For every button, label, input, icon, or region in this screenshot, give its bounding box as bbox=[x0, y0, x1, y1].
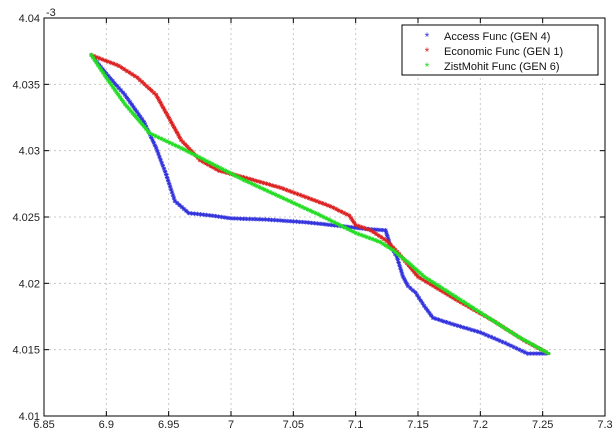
legend-marker-0: * bbox=[425, 30, 430, 44]
data-point bbox=[547, 352, 550, 355]
legend-marker-1: * bbox=[425, 45, 430, 59]
x-tick-label: 7.05 bbox=[283, 419, 304, 431]
x-tick-label: 7.3 bbox=[597, 419, 612, 431]
x-tick-label: 7.1 bbox=[348, 419, 363, 431]
x-tick-label: 7.2 bbox=[473, 419, 488, 431]
legend: * Access Func (GEN 4) * Economic Func (G… bbox=[402, 25, 598, 75]
x-tick-label: 6.95 bbox=[158, 419, 179, 431]
legend-entry: * ZistMohit Func (GEN 6) bbox=[425, 60, 560, 74]
y-tick-label: 4.015 bbox=[12, 345, 40, 357]
y-tick-label: 4.01 bbox=[19, 411, 40, 423]
legend-label-0: Access Func (GEN 4) bbox=[444, 31, 550, 43]
y-tick-label: 4.035 bbox=[12, 79, 40, 91]
y-tick-label: 4.04 bbox=[19, 13, 40, 25]
y-tick-label: 4.025 bbox=[12, 212, 40, 224]
legend-label-2: ZistMohit Func (GEN 6) bbox=[444, 61, 560, 73]
x-tick-label: 7 bbox=[228, 419, 234, 431]
legend-entry: * Access Func (GEN 4) bbox=[425, 30, 551, 44]
legend-entry: * Economic Func (GEN 1) bbox=[425, 45, 564, 59]
y-exponent-label: -3 bbox=[46, 7, 56, 19]
x-tick-label: 7.15 bbox=[407, 419, 428, 431]
legend-label-1: Economic Func (GEN 1) bbox=[444, 46, 563, 58]
x-tick-label: 7.25 bbox=[532, 419, 553, 431]
legend-marker-2: * bbox=[425, 60, 430, 74]
x-tick-label: 6.9 bbox=[99, 419, 114, 431]
y-tick-label: 4.02 bbox=[19, 278, 40, 290]
y-tick-label: 4.03 bbox=[19, 146, 40, 158]
